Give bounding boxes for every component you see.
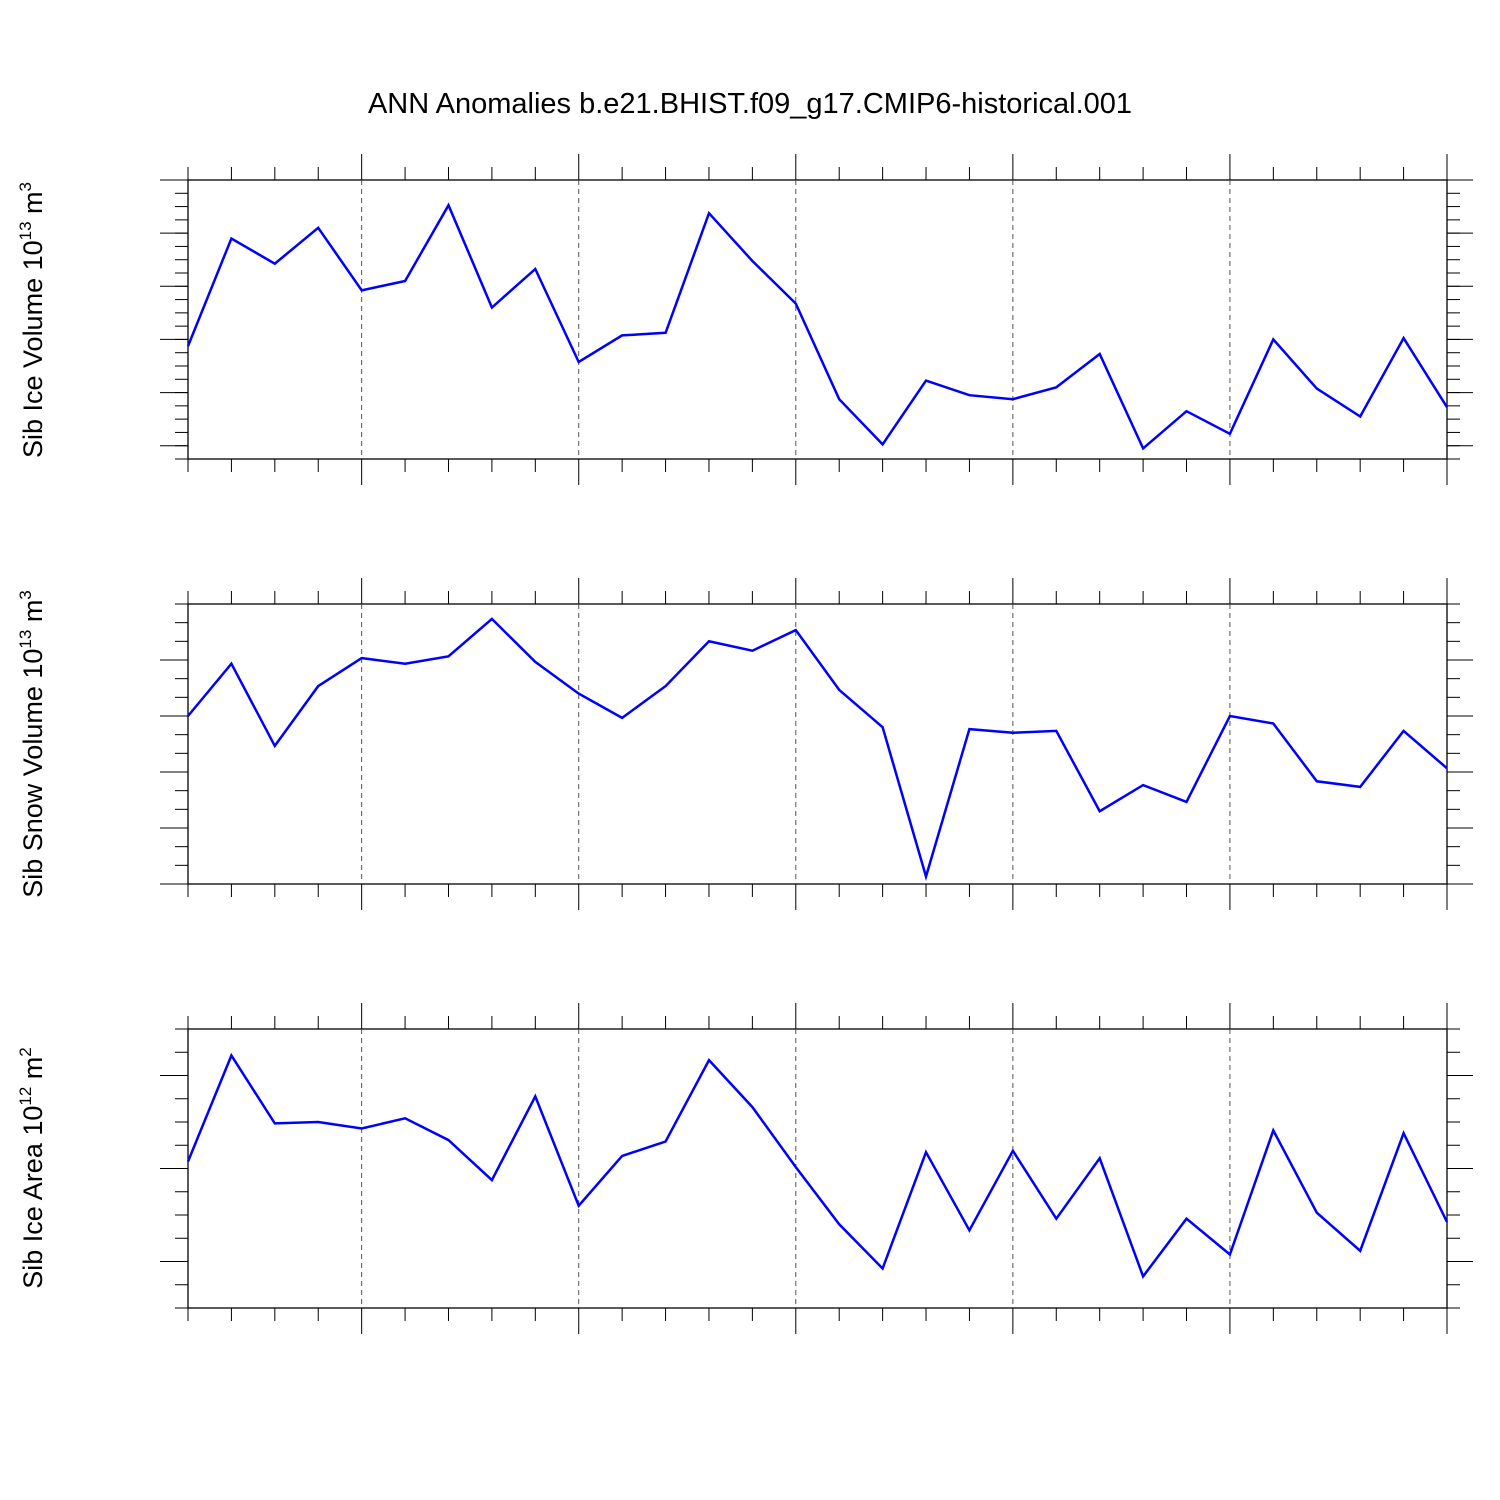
y-axis-label-unit: m xyxy=(18,1057,48,1087)
panel-ice-area: Sib Ice Area 1012 m2 xyxy=(16,1003,1473,1334)
plot-frame xyxy=(187,179,1448,460)
y-axis-label-text: Sib Ice Volume 10 xyxy=(18,240,48,458)
chart-title: ANN Anomalies b.e21.BHIST.f09_g17.CMIP6-… xyxy=(367,88,1133,120)
y-axis-label-exponent: 12 xyxy=(16,1087,35,1106)
y-axis-label-exponent: 13 xyxy=(16,221,35,240)
series-line xyxy=(186,202,1449,451)
series-line xyxy=(186,1052,1449,1279)
plot-frame xyxy=(187,1028,1448,1309)
y-axis-label-unit-exponent: 2 xyxy=(16,1047,35,1056)
series-line xyxy=(187,617,1448,881)
y-axis-label-unit: m xyxy=(18,600,48,630)
y-axis-label-unit-exponent: 3 xyxy=(16,182,35,191)
y-axis-label: Sib Snow Volume 1013 m3 xyxy=(16,590,48,898)
y-axis-label: Sib Ice Volume 1013 m3 xyxy=(16,182,48,458)
panel-snow-volume: Sib Snow Volume 1013 m3 xyxy=(16,578,1473,910)
y-axis-label-unit-exponent: 3 xyxy=(16,590,35,599)
plot-frame xyxy=(187,603,1448,885)
panel-ice-volume: Sib Ice Volume 1013 m3 xyxy=(16,154,1473,485)
y-axis-label-text: Sib Ice Area 10 xyxy=(18,1106,48,1289)
y-axis-label-text: Sib Snow Volume 10 xyxy=(18,649,48,898)
y-axis-label-exponent: 13 xyxy=(16,630,35,649)
y-axis-label-unit: m xyxy=(18,191,48,221)
y-axis-label: Sib Ice Area 1012 m2 xyxy=(16,1047,48,1289)
